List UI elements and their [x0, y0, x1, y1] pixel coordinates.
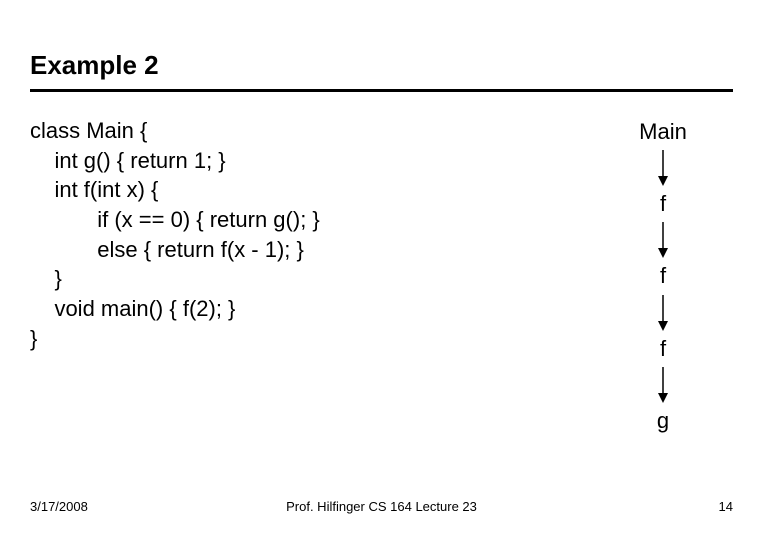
code-block: class Main { int g() { return 1; } int f…	[30, 116, 593, 354]
diagram-node: Main	[639, 120, 687, 144]
code-line: int g() { return 1; }	[30, 146, 593, 176]
diagram-node: f	[660, 337, 666, 361]
slide-title: Example 2	[30, 50, 733, 81]
call-stack-diagram: Main f f f g	[593, 116, 733, 433]
arrow-down-icon	[655, 365, 671, 405]
code-line: void main() { f(2); }	[30, 294, 593, 324]
title-rule	[30, 89, 733, 92]
code-line: }	[30, 264, 593, 294]
diagram-node: f	[660, 264, 666, 288]
code-line: class Main {	[30, 116, 593, 146]
slide: Example 2 class Main { int g() { return …	[0, 0, 763, 540]
footer-center: Prof. Hilfinger CS 164 Lecture 23	[30, 499, 733, 514]
code-line: if (x == 0) { return g(); }	[30, 205, 593, 235]
code-line: int f(int x) {	[30, 175, 593, 205]
arrow-down-icon	[655, 220, 671, 260]
code-line: else { return f(x - 1); }	[30, 235, 593, 265]
slide-body: class Main { int g() { return 1; } int f…	[30, 116, 733, 433]
diagram-node: g	[657, 409, 669, 433]
arrow-down-icon	[655, 293, 671, 333]
arrow-down-icon	[655, 148, 671, 188]
diagram-node: f	[660, 192, 666, 216]
slide-footer: 3/17/2008 Prof. Hilfinger CS 164 Lecture…	[30, 499, 733, 514]
code-line: }	[30, 324, 593, 354]
